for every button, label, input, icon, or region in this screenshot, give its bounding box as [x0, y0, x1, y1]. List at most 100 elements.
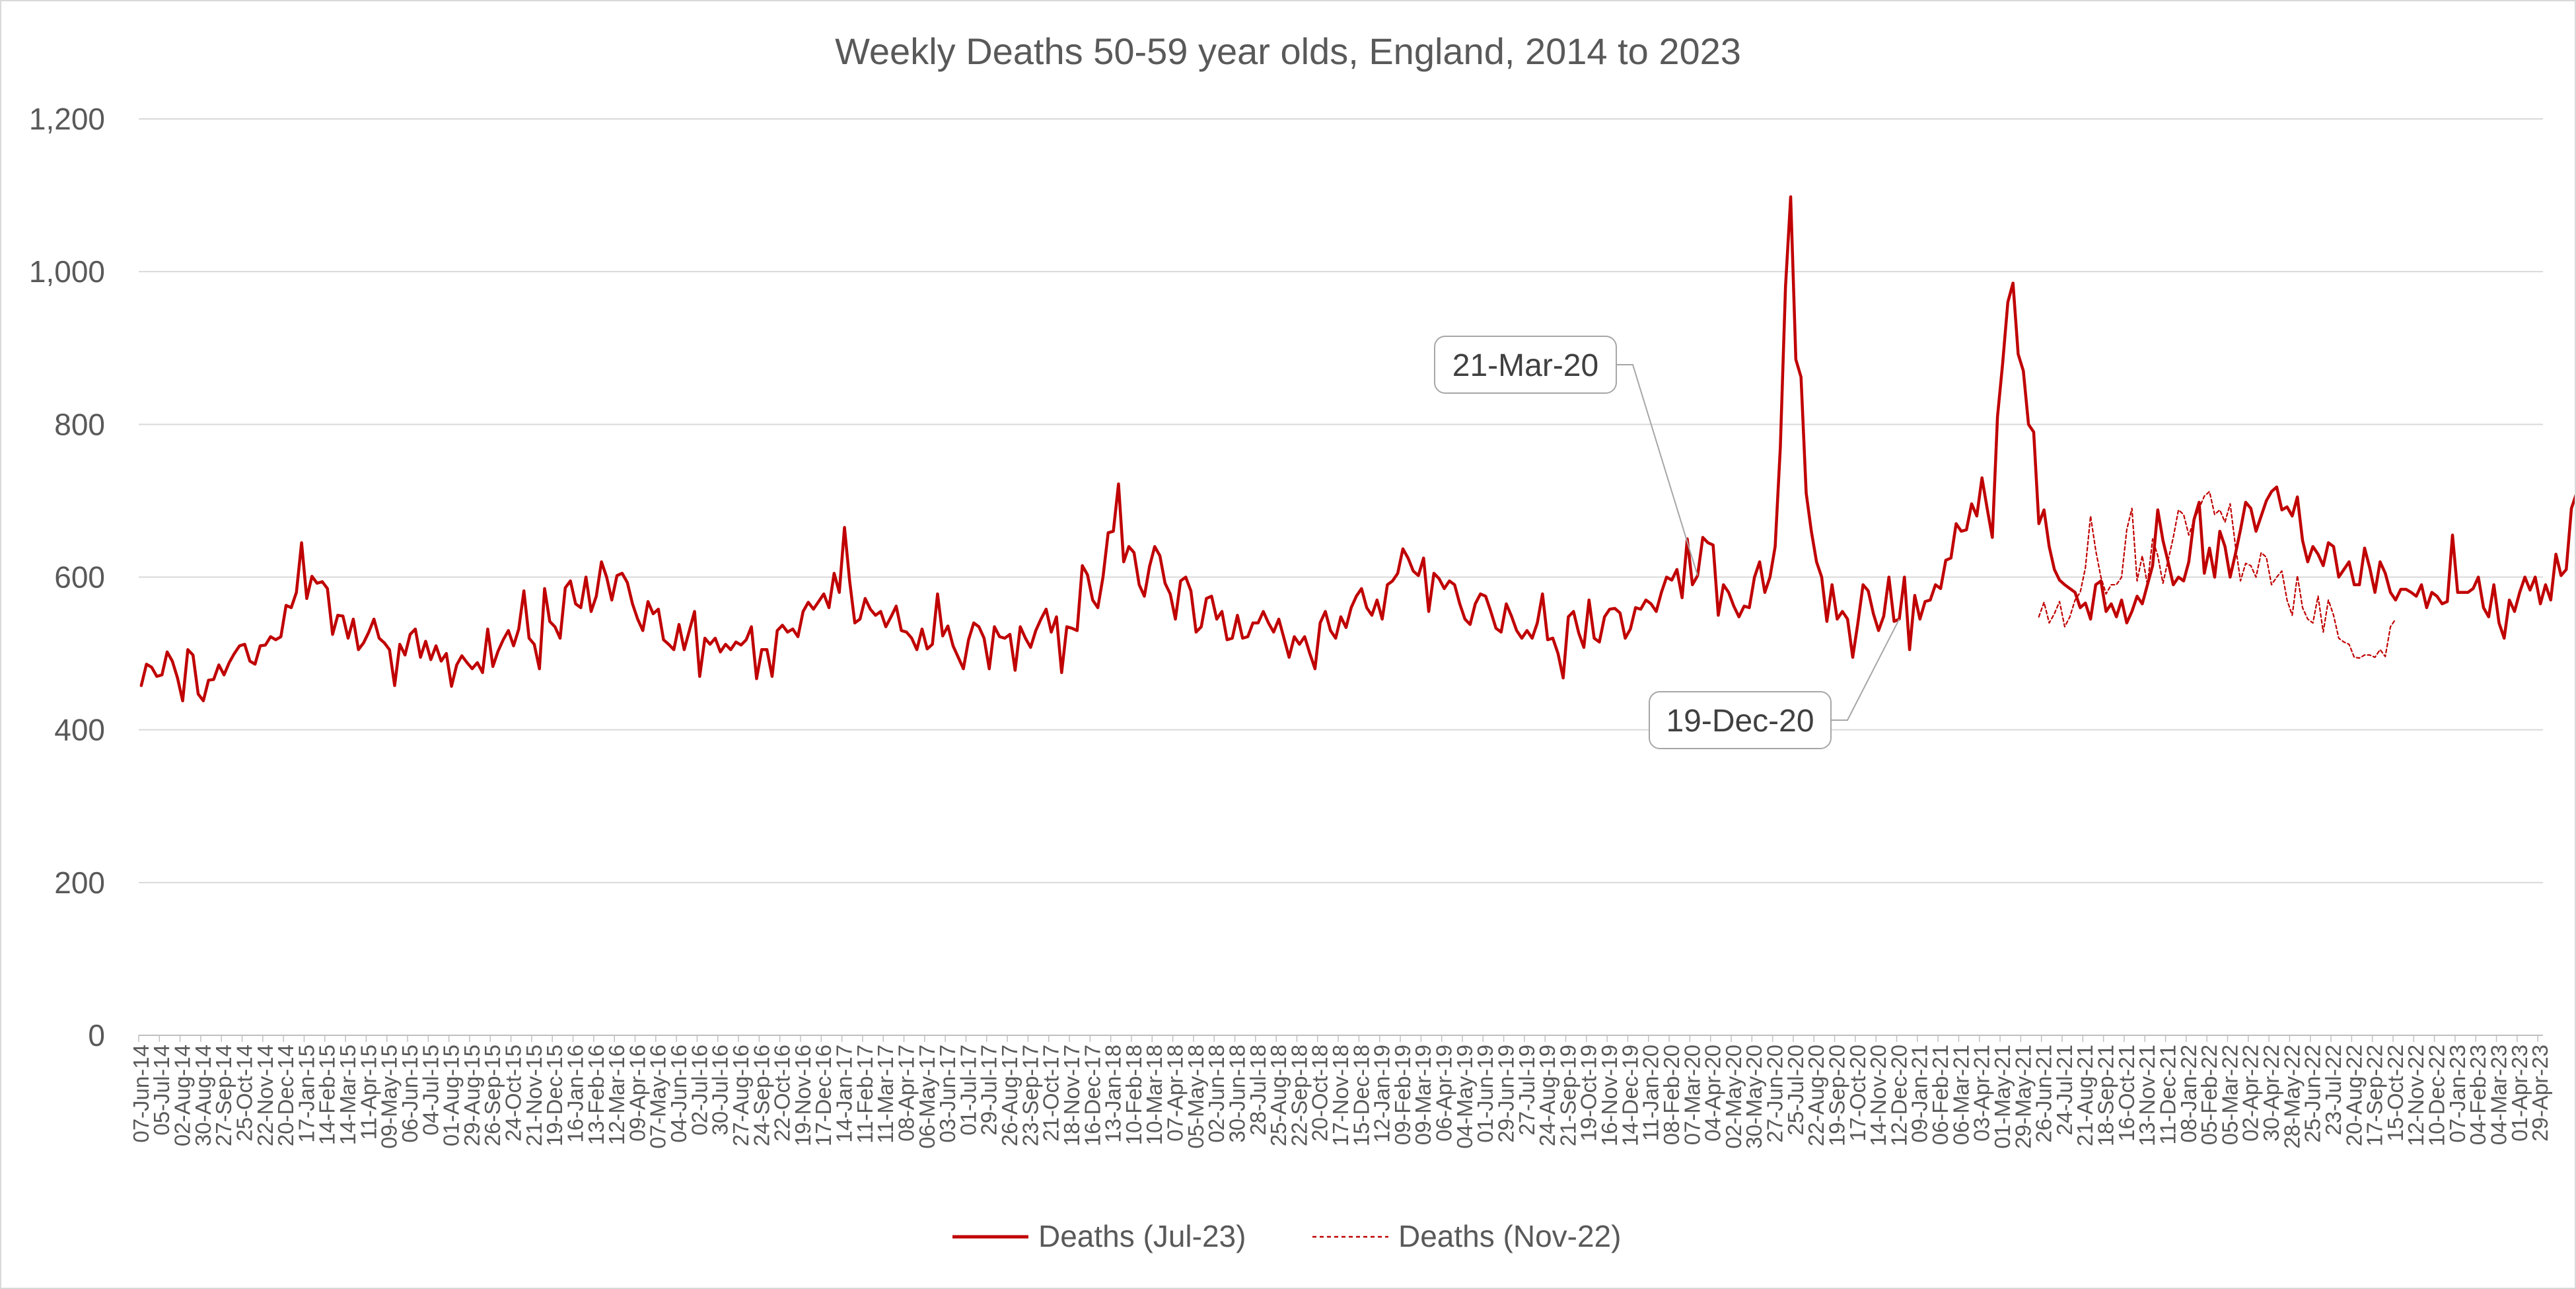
x-axis-tick-labels: 07-Jun-1405-Jul-1402-Aug-1430-Aug-1427-S…	[129, 1045, 2552, 1149]
x-tick-label: 15-Oct-22	[2383, 1045, 2408, 1142]
x-tick-label: 08-Apr-17	[894, 1045, 918, 1142]
x-tick-label: 12-Jan-19	[1370, 1045, 1394, 1143]
callout-label: 21-Mar-20	[1452, 348, 1598, 383]
x-tick-label: 29-Apr-23	[2528, 1045, 2552, 1142]
x-tick-label: 30-Apr-22	[2259, 1045, 2283, 1142]
y-axis-tick-labels: 0 200 400 600 800 1,000 1,200	[29, 102, 105, 1052]
callouts: 21-Mar-20 19-Dec-20	[1434, 336, 1900, 749]
series-line-deaths-nov-22	[2038, 490, 2396, 659]
x-tick-label: 25-Jul-20	[1783, 1045, 1808, 1136]
x-tick-label: 03-Apr-21	[1970, 1045, 1994, 1142]
x-tick-label: 04-Mar-23	[2486, 1045, 2511, 1145]
x-tick-label: 06-Mar-21	[1949, 1045, 1973, 1145]
x-tick-label: 04-Jul-15	[418, 1045, 443, 1136]
x-tick-label: 05-May-18	[1184, 1045, 1208, 1149]
x-tick-label: 20-Aug-22	[2342, 1045, 2366, 1146]
x-tick-label: 16-Dec-17	[1080, 1045, 1104, 1146]
x-tick-label: 11-Apr-15	[356, 1045, 380, 1140]
x-tick-label: 21-Oct-17	[1039, 1045, 1063, 1142]
x-tick-label: 17-Dec-16	[811, 1045, 836, 1146]
x-tick-label: 12-Mar-16	[604, 1045, 629, 1145]
x-tick-label: 02-Apr-22	[2238, 1045, 2263, 1142]
x-tick-label: 05-Mar-22	[2217, 1045, 2242, 1145]
x-tick-label: 16-Nov-19	[1597, 1045, 1622, 1146]
x-tick-label: 25-Oct-14	[232, 1045, 256, 1142]
x-tick-label: 13-Jan-18	[1101, 1045, 1126, 1143]
x-tick-label: 29-Aug-15	[460, 1045, 484, 1146]
chart-title: Weekly Deaths 50-59 year olds, England, …	[835, 30, 1741, 72]
x-tick-label: 28-Jul-18	[1246, 1045, 1270, 1136]
y-tick-label: 800	[54, 407, 105, 441]
x-tick-label: 04-May-19	[1452, 1045, 1477, 1149]
x-tick-label: 13-Nov-21	[2135, 1045, 2159, 1146]
x-tick-label: 30-Jul-16	[708, 1045, 733, 1136]
x-tick-label: 25-Jun-22	[2301, 1045, 2325, 1143]
x-tick-label: 14-Mar-15	[336, 1045, 360, 1145]
x-tick-label: 02-Jul-16	[687, 1045, 711, 1136]
x-tick-label: 02-May-20	[1721, 1045, 1746, 1149]
x-tick-label: 08-Feb-20	[1659, 1045, 1684, 1145]
x-tick-label: 13-Feb-16	[584, 1045, 608, 1145]
x-tick-label: 23-Jul-22	[2321, 1045, 2345, 1136]
x-tick-label: 17-Jan-15	[294, 1045, 318, 1143]
x-tick-label: 01-Jun-19	[1473, 1045, 1497, 1143]
x-tick-label: 24-Jul-21	[2052, 1045, 2077, 1136]
x-tick-label: 07-May-16	[646, 1045, 670, 1149]
callout-box	[1649, 691, 1832, 749]
x-tick-label: 19-Sep-20	[1824, 1045, 1849, 1146]
legend-label-jul-23: Deaths (Jul-23)	[1038, 1219, 1246, 1253]
y-gridlines	[139, 118, 2543, 883]
x-tick-label: 27-Sep-14	[211, 1045, 236, 1146]
x-tick-label: 15-Dec-18	[1349, 1045, 1373, 1146]
x-tick-label: 04-Jun-16	[666, 1045, 691, 1143]
x-tick-label: 25-Aug-18	[1266, 1045, 1291, 1146]
x-tick-label: 01-May-21	[1990, 1045, 2015, 1149]
y-tick-label: 200	[54, 865, 105, 900]
x-tick-label: 11-Dec-21	[2155, 1045, 2180, 1145]
x-tick-label: 09-Feb-19	[1390, 1045, 1415, 1145]
legend-label-nov-22: Deaths (Nov-22)	[1398, 1219, 1621, 1253]
x-tick-label: 07-Mar-20	[1680, 1045, 1704, 1145]
x-tick-label: 01-Jul-17	[956, 1045, 980, 1136]
x-tick-label: 06-May-17	[915, 1045, 939, 1149]
x-tick-label: 22-Aug-20	[1804, 1045, 1828, 1146]
x-tick-label: 10-Feb-18	[1122, 1045, 1146, 1145]
x-tick-label: 27-Jul-19	[1515, 1045, 1539, 1136]
x-axis	[138, 1035, 2543, 1042]
x-tick-label: 14-Feb-15	[315, 1045, 340, 1145]
callout-box	[1434, 336, 1617, 394]
x-tick-label: 30-May-20	[1742, 1045, 1766, 1149]
x-tick-label: 30-Jun-18	[1225, 1045, 1249, 1143]
x-tick-label: 12-Dec-20	[1886, 1045, 1911, 1146]
y-tick-label: 1,200	[29, 102, 105, 136]
series-line-deaths-jul-23	[139, 195, 2575, 702]
x-tick-label: 09-May-15	[377, 1045, 402, 1149]
series-lines	[139, 195, 2575, 702]
x-tick-label: 21-Nov-15	[522, 1045, 546, 1146]
x-tick-label: 24-Sep-16	[749, 1045, 773, 1146]
x-tick-label: 12-Nov-22	[2404, 1045, 2428, 1146]
x-tick-label: 28-May-22	[2279, 1045, 2304, 1149]
x-tick-label: 27-Jun-20	[1763, 1045, 1787, 1143]
x-tick-label: 14-Jan-17	[832, 1045, 857, 1143]
x-tick-label: 04-Apr-20	[1701, 1045, 1725, 1142]
x-tick-label: 26-Sep-15	[480, 1045, 505, 1146]
x-tick-label: 19-Dec-15	[542, 1045, 567, 1146]
x-tick-label: 07-Jun-14	[129, 1045, 153, 1143]
y-tick-label: 1,000	[29, 254, 105, 289]
x-tick-label: 14-Nov-20	[1866, 1045, 1890, 1146]
x-tick-label: 17-Nov-18	[1328, 1045, 1353, 1146]
callout-leader-line	[1616, 364, 1699, 576]
x-tick-label: 01-Apr-23	[2507, 1045, 2532, 1142]
x-tick-label: 26-Aug-17	[997, 1045, 1022, 1146]
x-tick-label: 03-Jun-17	[935, 1045, 960, 1143]
x-tick-label: 07-Jan-23	[2445, 1045, 2470, 1143]
x-tick-label: 19-Nov-16	[791, 1045, 815, 1146]
x-tick-label: 16-Jan-16	[563, 1045, 587, 1143]
y-tick-label: 400	[54, 713, 105, 747]
x-tick-label: 24-Oct-15	[501, 1045, 526, 1142]
x-tick-label: 19-Oct-19	[1577, 1045, 1601, 1142]
y-tick-label: 600	[54, 560, 105, 595]
